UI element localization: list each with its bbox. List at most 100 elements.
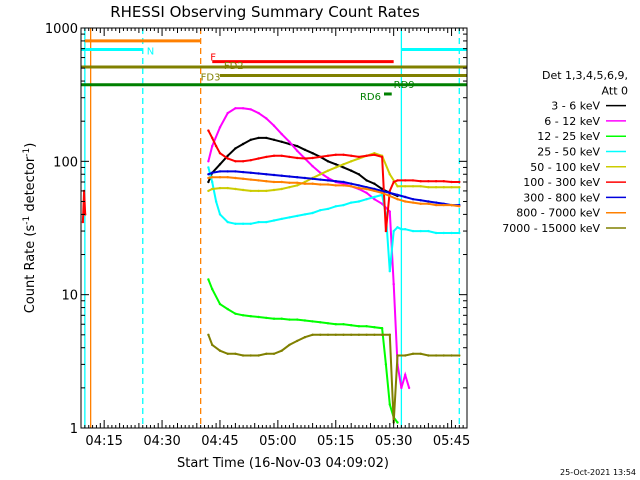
- data-point: [257, 315, 260, 319]
- data-point: [296, 144, 299, 148]
- data-point: [211, 136, 214, 140]
- data-point: [226, 176, 229, 179]
- data-point: [211, 343, 214, 347]
- data-point: [241, 222, 245, 225]
- series-line-2: [207, 279, 399, 424]
- data-point: [326, 207, 330, 211]
- data-point: [272, 180, 276, 184]
- data-point: [342, 163, 345, 166]
- data-point: [450, 203, 453, 207]
- data-point: [357, 184, 361, 187]
- data-point: [296, 339, 299, 343]
- series-line-3: [207, 167, 460, 272]
- data-point: [404, 195, 407, 199]
- data-point: [350, 160, 353, 163]
- data-point: [218, 176, 222, 179]
- data-point: [241, 170, 245, 174]
- data-point: [280, 132, 283, 136]
- data-point: [226, 111, 229, 115]
- data-point: [234, 222, 237, 225]
- y-axis-label-sup1: -1: [22, 216, 32, 225]
- data-point: [434, 186, 438, 189]
- data-point: [218, 126, 222, 129]
- data-point: [288, 186, 291, 189]
- data-point: [257, 172, 260, 175]
- data-point: [384, 363, 388, 366]
- data-point: [296, 176, 299, 179]
- data-point: [450, 180, 453, 184]
- data-point: [234, 160, 237, 163]
- data-point: [249, 159, 252, 162]
- data-point: [427, 202, 430, 205]
- data-point: [434, 354, 438, 357]
- data-point: [218, 186, 222, 190]
- data-point: [365, 198, 368, 201]
- data-point: [434, 231, 438, 235]
- timestamp: 25-Oct-2021 13:54: [560, 468, 636, 477]
- data-point: [365, 191, 368, 195]
- data-point: [388, 210, 391, 213]
- data-point: [319, 178, 322, 181]
- data-point: [407, 386, 411, 390]
- data-point: [373, 195, 376, 199]
- data-point: [392, 282, 395, 286]
- y-axis-label: Count Rate (s-1 detector-1): [22, 143, 38, 314]
- data-point: [249, 315, 252, 318]
- data-point: [257, 136, 260, 140]
- data-point: [334, 166, 337, 169]
- data-point: [280, 187, 283, 191]
- data-point: [380, 191, 384, 195]
- data-point: [207, 160, 210, 163]
- data-point: [373, 189, 376, 193]
- data-point: [396, 421, 399, 424]
- data-point: [207, 129, 210, 132]
- data-point: [249, 171, 252, 174]
- data-point: [207, 333, 210, 336]
- data-point: [419, 229, 422, 233]
- data-point: [326, 169, 330, 172]
- data-point: [380, 327, 384, 330]
- data-point: [319, 183, 322, 186]
- data-point: [342, 333, 345, 336]
- data-point: [427, 180, 430, 183]
- data-point: [296, 156, 299, 160]
- data-point: [427, 354, 430, 357]
- data-point: [207, 166, 210, 169]
- data-point: [419, 180, 422, 183]
- data-point: [326, 154, 330, 157]
- data-point: [288, 175, 291, 178]
- x-tick-label: 04:45: [201, 434, 238, 449]
- data-point: [226, 352, 229, 355]
- data-point: [419, 199, 422, 202]
- data-point: [265, 220, 268, 224]
- flag-label: FD2: [224, 61, 244, 72]
- data-point: [450, 231, 453, 235]
- data-point: [384, 229, 388, 233]
- data-point: [241, 107, 245, 110]
- data-point: [319, 155, 322, 159]
- data-point: [365, 154, 368, 157]
- data-point: [404, 373, 407, 377]
- data-point: [211, 187, 214, 191]
- data-point: [265, 180, 268, 183]
- data-point: [326, 183, 330, 186]
- y-axis: 1 10 100 1000: [45, 22, 467, 437]
- flag-label: RD6: [360, 92, 381, 103]
- x-tick-label: 05:15: [317, 434, 354, 449]
- data-point: [218, 302, 222, 306]
- data-point: [241, 142, 245, 146]
- data-point: [272, 352, 276, 355]
- data-point: [303, 180, 307, 184]
- data-point: [288, 140, 291, 143]
- data-point: [427, 186, 430, 189]
- data-point: [392, 229, 395, 233]
- y-axis-label-sup2: -1: [22, 148, 32, 157]
- chart-title: RHESSI Observing Summary Count Rates: [110, 3, 420, 21]
- data-point: [419, 202, 422, 205]
- data-point: [404, 185, 407, 188]
- data-point: [218, 163, 222, 166]
- data-point: [357, 173, 361, 176]
- data-point: [373, 326, 376, 329]
- y-tick-label: 1000: [45, 22, 78, 37]
